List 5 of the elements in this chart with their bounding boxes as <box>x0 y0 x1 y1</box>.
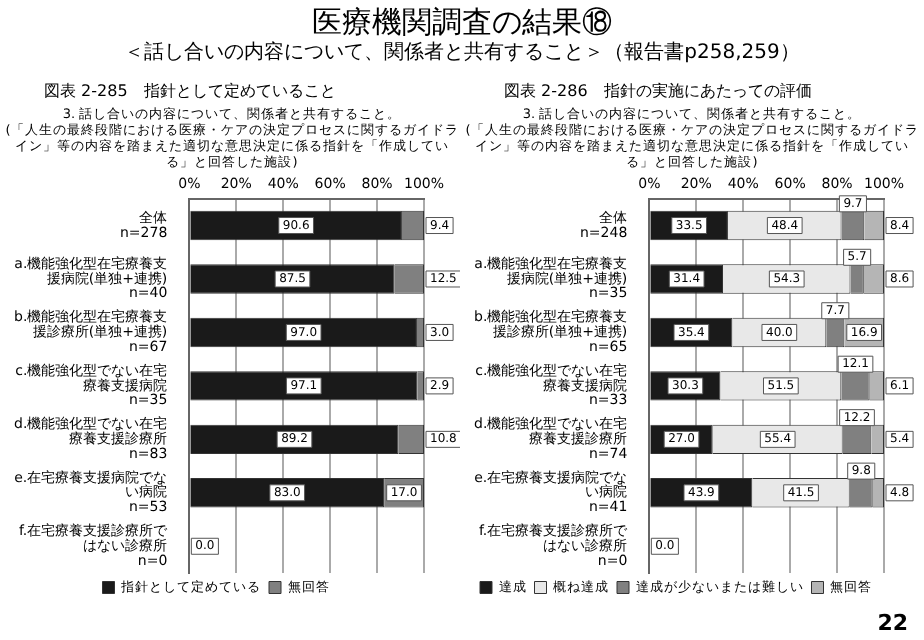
chart-title: 図表 2-285 指針として定めていること <box>44 80 338 102</box>
text: 22 <box>877 610 908 636</box>
text: ＜話し合いの内容について、関係者と共有すること＞（報告書p258,259） <box>122 40 802 66</box>
text: 医療機関調査の結果⑱ <box>310 4 614 40</box>
chart-title: 図表 2-286 指針の実施にあたっての評価 <box>504 80 814 102</box>
